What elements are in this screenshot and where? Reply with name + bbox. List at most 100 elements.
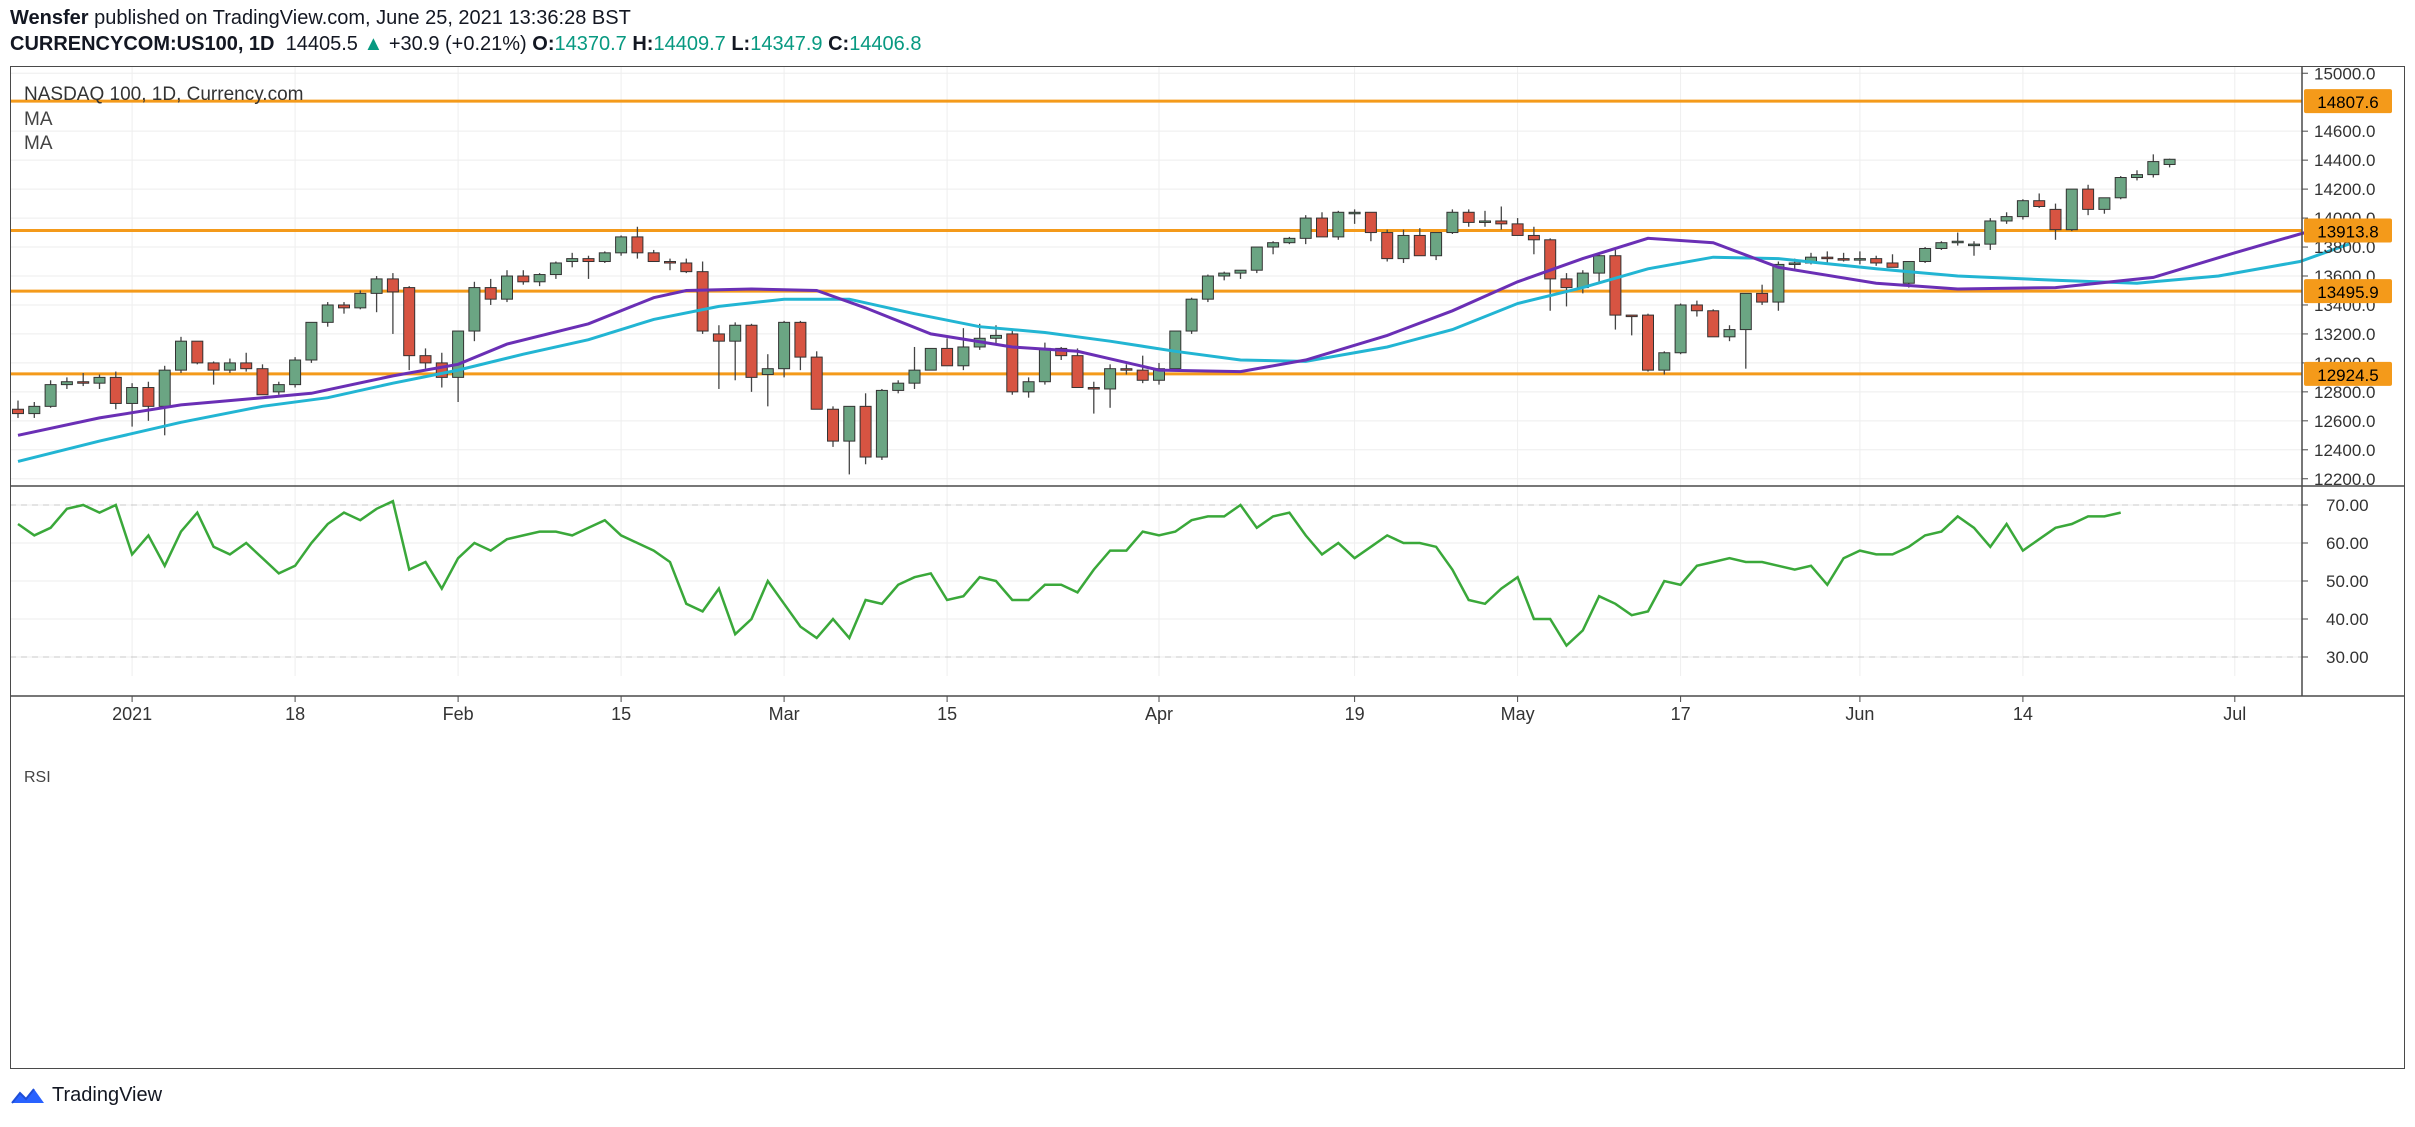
chart-area[interactable]: 12200.012400.012600.012800.013000.013200… — [10, 66, 2405, 1069]
candle-body — [549, 262, 562, 276]
legend-ma-1[interactable]: MA — [24, 109, 53, 130]
candle-body — [1283, 237, 1296, 244]
footer-brand[interactable]: TradingView — [52, 1084, 163, 1106]
candle-body — [1381, 232, 1394, 260]
candle-body — [1430, 232, 1443, 257]
candle-body — [2016, 200, 2029, 218]
candles — [12, 154, 2176, 475]
candle-body — [664, 261, 676, 264]
candle-body — [1446, 211, 1459, 234]
candle-body — [1316, 217, 1328, 238]
candle-body — [501, 275, 513, 300]
candle-body — [354, 292, 367, 309]
candle-body — [1723, 329, 1736, 338]
time-tick-label: May — [1501, 704, 1535, 724]
candle-body — [712, 333, 725, 342]
author-name[interactable]: Wensfer — [10, 7, 89, 29]
candle-body — [44, 384, 57, 407]
candle-body — [1250, 246, 1263, 271]
chart-frame — [10, 66, 2405, 1069]
candle-body — [794, 321, 807, 358]
time-tick-label: Jul — [2223, 704, 2246, 724]
grid-lines — [10, 66, 2302, 676]
level-label: 13913.8 — [2317, 223, 2378, 242]
candle-body — [2163, 158, 2176, 165]
candle-body — [2147, 161, 2160, 176]
candle-body — [468, 287, 481, 332]
ma-fast-line — [17, 219, 2350, 437]
legend-rsi[interactable]: RSI — [24, 769, 51, 786]
price-tick-label: 12800.0 — [2314, 383, 2375, 402]
candle-body — [598, 252, 611, 263]
candle-body — [1984, 220, 1997, 245]
level-label-bg — [2304, 361, 2392, 386]
price-tick-label: 13800.0 — [2314, 238, 2375, 257]
candle-body — [2131, 174, 2143, 179]
candle-body — [484, 287, 497, 300]
high-label: H: — [632, 33, 654, 55]
candle-body — [1364, 211, 1377, 234]
level-label-bg — [2304, 279, 2392, 304]
candle-body — [1609, 255, 1622, 316]
candle-body — [28, 405, 41, 415]
footer: TradingView — [10, 1084, 162, 1107]
legend-title[interactable]: NASDAQ 100, 1D, Currency.com — [24, 84, 303, 105]
candle-body — [1332, 211, 1345, 238]
candle-body — [142, 387, 155, 407]
candle-body — [1951, 240, 1964, 244]
time-tick-label: 15 — [611, 704, 631, 724]
candle-body — [533, 274, 546, 283]
candle-body — [1642, 314, 1654, 371]
candle-body — [1462, 211, 1475, 223]
candle-body — [60, 381, 73, 386]
candle-body — [517, 275, 530, 283]
time-tick-label: Apr — [1145, 704, 1173, 724]
candle-body — [207, 362, 220, 371]
time-tick-label: Mar — [769, 704, 800, 724]
candle-body — [1006, 333, 1019, 393]
candle-body — [1593, 255, 1606, 274]
time-tick-label: 19 — [1345, 704, 1365, 724]
candle-body — [1690, 304, 1703, 312]
candle-body — [1185, 298, 1198, 332]
candle-body — [729, 324, 742, 342]
candle-body — [2000, 216, 2013, 222]
candle-body — [631, 236, 644, 254]
candle-body — [1234, 269, 1247, 274]
candle-body — [810, 356, 823, 410]
candle-body — [1560, 278, 1573, 289]
price-tick-label: 12200.0 — [2314, 470, 2375, 489]
open-value: 14370.7 — [554, 33, 627, 55]
candle-body — [1658, 352, 1671, 371]
candle-body — [696, 271, 709, 332]
candle-body — [1837, 258, 1850, 261]
publish-info: Wensfer published on TradingView.com, Ju… — [10, 6, 631, 30]
candle-body — [1935, 242, 1948, 249]
rsi-tick-label: 50.00 — [2326, 572, 2369, 591]
publish-text: published on TradingView.com, June 25, 2… — [94, 7, 631, 29]
candle-body — [1022, 381, 1035, 393]
symbol-name[interactable]: CURRENCYCOM:US100, 1D — [10, 33, 275, 55]
candle-body — [2114, 177, 2127, 199]
rsi-tick-label: 40.00 — [2326, 610, 2369, 629]
candle-body — [2049, 208, 2062, 231]
candle-body — [924, 347, 937, 371]
candle-body — [1104, 368, 1117, 390]
level-label: 12924.5 — [2317, 366, 2378, 385]
candle-body — [1267, 242, 1280, 248]
legend-ma-2[interactable]: MA — [24, 133, 53, 154]
candle-body — [1788, 262, 1801, 265]
candle-body — [778, 321, 791, 370]
time-tick-label: Feb — [443, 704, 474, 724]
rsi-tick-label: 70.00 — [2326, 496, 2369, 515]
price-tick-label: 13200.0 — [2314, 325, 2375, 344]
candle-body — [2065, 188, 2078, 231]
candle-body — [1413, 234, 1426, 257]
open-label: O: — [532, 33, 555, 55]
candle-body — [615, 236, 628, 254]
candle-body — [403, 287, 416, 357]
rsi-tick-label: 30.00 — [2326, 648, 2369, 667]
candle-body — [1968, 243, 1980, 247]
level-label: 14807.6 — [2317, 93, 2378, 112]
candle-body — [908, 369, 921, 384]
